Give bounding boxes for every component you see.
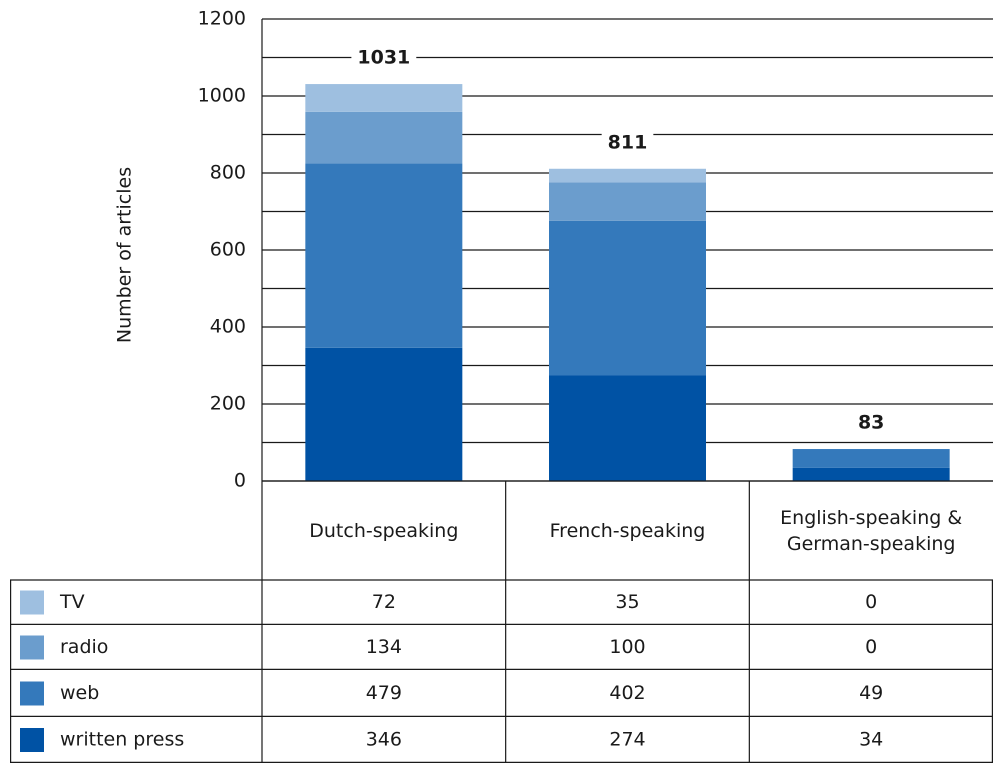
table-cell: 0 <box>865 591 877 613</box>
bar-segment <box>549 168 706 183</box>
bar-segment <box>305 84 463 112</box>
total-label: 83 <box>858 412 884 434</box>
legend-swatch <box>20 635 44 660</box>
bar-segment <box>549 375 706 481</box>
legend-label: TV <box>59 591 85 613</box>
table-cell: 479 <box>366 682 402 704</box>
y-tick-label: 1000 <box>198 85 246 107</box>
y-tick-label: 800 <box>210 162 246 184</box>
bar-segment <box>549 182 706 221</box>
y-tick-label: 600 <box>210 239 246 261</box>
x-tick-label: Dutch-speaking <box>309 519 459 542</box>
y-tick-label: 200 <box>210 393 246 415</box>
bar-segment <box>305 347 463 481</box>
label-background <box>851 411 891 436</box>
x-tick-label: French-speaking <box>549 519 706 542</box>
bar-segment <box>305 111 463 164</box>
table-cell: 134 <box>366 636 402 658</box>
label-background <box>601 130 654 155</box>
bar-segment <box>792 467 950 481</box>
y-axis-label: Number of articles <box>114 167 136 343</box>
y-tick-label: 400 <box>210 316 246 338</box>
label-background <box>351 46 417 71</box>
legend-swatch <box>20 590 44 615</box>
table-cell: 100 <box>609 636 645 658</box>
table-cell: 72 <box>372 591 396 613</box>
bar-segment <box>792 449 950 468</box>
legend-swatch <box>20 728 44 752</box>
table-cell: 35 <box>615 591 639 613</box>
table-cell: 34 <box>859 729 883 751</box>
table-cell: 346 <box>366 729 402 751</box>
total-label: 1031 <box>357 47 410 69</box>
legend-label: radio <box>60 636 108 658</box>
table-cell: 0 <box>865 636 877 658</box>
y-tick-label: 0 <box>234 470 246 492</box>
table-cell: 274 <box>609 729 645 751</box>
y-tick-label: 1200 <box>198 8 246 30</box>
table-cell: 402 <box>609 682 645 704</box>
total-label: 811 <box>608 131 648 153</box>
legend-label: web <box>60 682 99 704</box>
legend-label: written press <box>60 729 184 751</box>
table-cell: 49 <box>859 682 883 704</box>
legend-swatch <box>20 681 44 706</box>
x-tick-label: English-speaking & German-speaking <box>780 506 963 555</box>
bar-segment <box>549 220 706 376</box>
bar-segment <box>305 163 463 348</box>
